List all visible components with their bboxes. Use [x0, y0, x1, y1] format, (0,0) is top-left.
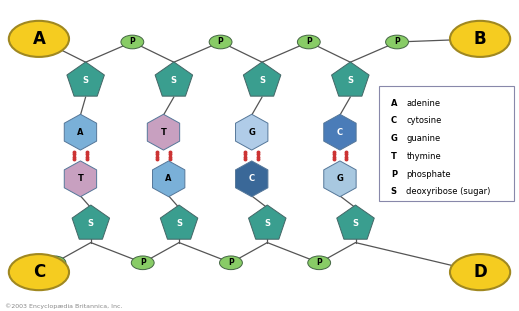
Circle shape — [450, 254, 510, 290]
Polygon shape — [236, 114, 268, 150]
Circle shape — [121, 35, 144, 49]
Text: B: B — [474, 30, 486, 48]
Text: G: G — [336, 174, 344, 183]
Polygon shape — [147, 114, 180, 150]
Polygon shape — [337, 205, 374, 239]
Circle shape — [209, 35, 232, 49]
Text: A: A — [166, 174, 172, 183]
Circle shape — [386, 35, 408, 49]
Text: C: C — [391, 116, 397, 125]
Text: S: S — [259, 77, 265, 85]
Circle shape — [220, 256, 242, 270]
Text: P: P — [316, 258, 322, 267]
Text: S: S — [88, 220, 94, 228]
Text: A: A — [77, 128, 84, 137]
Text: phosphate: phosphate — [406, 170, 451, 179]
Text: A: A — [391, 99, 398, 108]
Text: T: T — [391, 152, 397, 161]
Circle shape — [9, 21, 69, 57]
Text: adenine: adenine — [406, 99, 441, 108]
Text: S: S — [391, 188, 397, 197]
Text: S: S — [83, 77, 89, 85]
Text: S: S — [171, 77, 177, 85]
Text: D: D — [473, 263, 487, 281]
Circle shape — [43, 256, 66, 270]
Polygon shape — [153, 161, 185, 197]
Polygon shape — [324, 161, 356, 197]
Text: P: P — [217, 38, 224, 46]
Text: T: T — [160, 128, 167, 137]
Text: G: G — [248, 128, 255, 137]
Text: A: A — [33, 30, 45, 48]
Polygon shape — [64, 161, 97, 197]
Circle shape — [131, 256, 154, 270]
Circle shape — [308, 256, 331, 270]
Text: S: S — [347, 77, 353, 85]
Text: cytosine: cytosine — [406, 116, 442, 125]
Polygon shape — [155, 62, 193, 96]
Text: S: S — [352, 220, 359, 228]
Text: S: S — [264, 220, 270, 228]
Polygon shape — [72, 205, 110, 239]
Polygon shape — [324, 114, 356, 150]
Polygon shape — [236, 161, 268, 197]
FancyBboxPatch shape — [379, 86, 514, 201]
Text: deoxyribose (sugar): deoxyribose (sugar) — [406, 188, 491, 197]
Text: P: P — [228, 258, 234, 267]
Text: T: T — [77, 174, 84, 183]
Polygon shape — [64, 114, 97, 150]
Text: ©2003 Encyclopædia Britannica, Inc.: ©2003 Encyclopædia Britannica, Inc. — [5, 304, 122, 309]
Text: P: P — [306, 38, 312, 46]
Text: P: P — [129, 38, 135, 46]
Text: P: P — [394, 38, 400, 46]
Text: P: P — [140, 258, 146, 267]
Polygon shape — [160, 205, 198, 239]
Text: thymine: thymine — [406, 152, 441, 161]
Polygon shape — [243, 62, 281, 96]
Polygon shape — [332, 62, 369, 96]
Text: guanine: guanine — [406, 134, 441, 143]
Text: C: C — [33, 263, 45, 281]
Polygon shape — [67, 62, 104, 96]
Text: P: P — [391, 170, 397, 179]
Text: P: P — [51, 258, 58, 267]
Text: G: G — [391, 134, 398, 143]
Circle shape — [9, 254, 69, 290]
Text: S: S — [176, 220, 182, 228]
Circle shape — [297, 35, 320, 49]
Text: C: C — [249, 174, 255, 183]
Polygon shape — [249, 205, 286, 239]
Text: C: C — [337, 128, 343, 137]
Circle shape — [450, 21, 510, 57]
